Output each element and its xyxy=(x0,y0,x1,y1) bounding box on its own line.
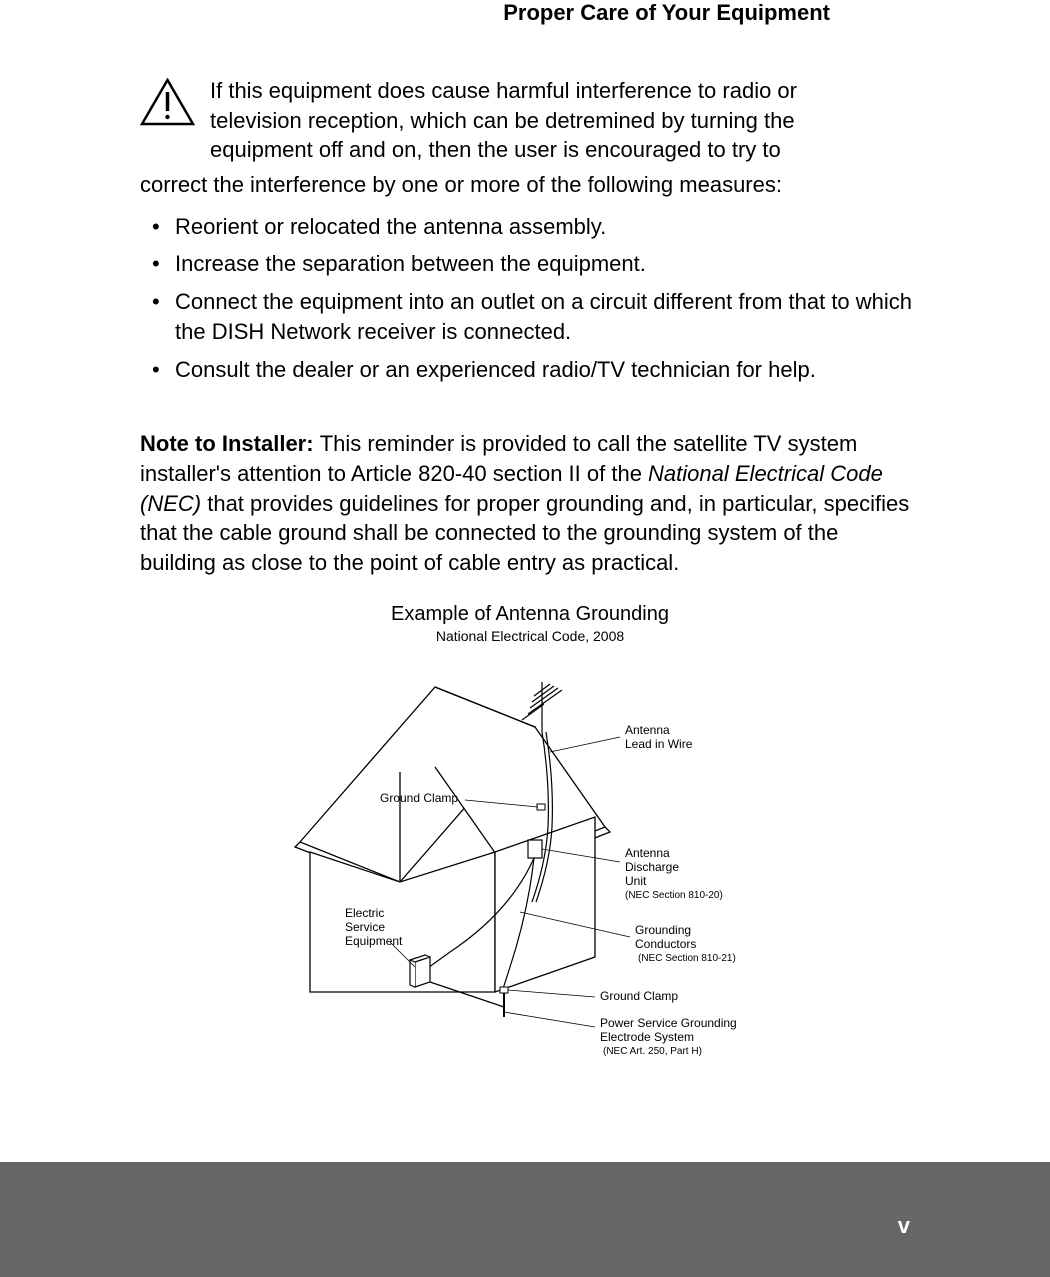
label-ese-2: Service xyxy=(345,920,385,934)
label-gc-1: Grounding xyxy=(635,923,691,937)
bullet-item: Connect the equipment into an outlet on … xyxy=(140,287,920,346)
note-text-2: that provides guidelines for proper grou… xyxy=(140,491,909,575)
label-adu-2: Discharge xyxy=(625,860,679,874)
footer-bar xyxy=(0,1162,1050,1277)
label-ground-clamp-top: Ground Clamp xyxy=(380,791,458,805)
bullet-list: Reorient or relocated the antenna assemb… xyxy=(140,212,920,384)
label-antenna-lead: Antenna xyxy=(625,723,670,737)
label-ground-clamp-bottom: Ground Clamp xyxy=(600,989,678,1003)
label-adu-3: Unit xyxy=(625,874,647,888)
note-to-installer: Note to Installer: This reminder is prov… xyxy=(140,429,920,577)
diagram-title: Example of Antenna Grounding xyxy=(140,603,920,626)
diagram-container: Example of Antenna Grounding National El… xyxy=(140,603,920,1092)
page-header-title: Proper Care of Your Equipment xyxy=(140,0,920,26)
label-psg-2: Electrode System xyxy=(600,1030,694,1044)
warning-icon xyxy=(140,78,195,131)
warning-line-3: equipment off and on, then the user is e… xyxy=(210,137,781,162)
antenna-grounding-diagram: Antenna Lead in Wire Ground Clamp Antenn… xyxy=(250,652,810,1092)
bullet-item: Increase the separation between the equi… xyxy=(140,249,920,279)
label-adu-1: Antenna xyxy=(625,846,670,860)
warning-block: If this equipment does cause harmful int… xyxy=(140,76,920,165)
label-gc-2: Conductors xyxy=(635,937,696,951)
label-psg-ref: (NEC Art. 250, Part H) xyxy=(603,1046,702,1057)
label-ese-3: Equipment xyxy=(345,934,403,948)
note-label: Note to Installer: xyxy=(140,431,320,456)
label-antenna-lead-2: Lead in Wire xyxy=(625,737,693,751)
warning-continuation: correct the interference by one or more … xyxy=(140,170,920,200)
warning-text: If this equipment does cause harmful int… xyxy=(210,76,797,165)
warning-line-2: television reception, which can be detre… xyxy=(210,108,795,133)
bullet-item: Consult the dealer or an experienced rad… xyxy=(140,355,920,385)
label-psg-1: Power Service Grounding xyxy=(600,1016,737,1030)
diagram-subtitle: National Electrical Code, 2008 xyxy=(140,628,920,644)
label-adu-ref: (NEC Section 810-20) xyxy=(625,890,723,901)
label-gc-ref: (NEC Section 810-21) xyxy=(638,953,736,964)
page-number: v xyxy=(898,1213,910,1239)
bullet-item: Reorient or relocated the antenna assemb… xyxy=(140,212,920,242)
warning-line-1: If this equipment does cause harmful int… xyxy=(210,78,797,103)
label-ese-1: Electric xyxy=(345,906,384,920)
